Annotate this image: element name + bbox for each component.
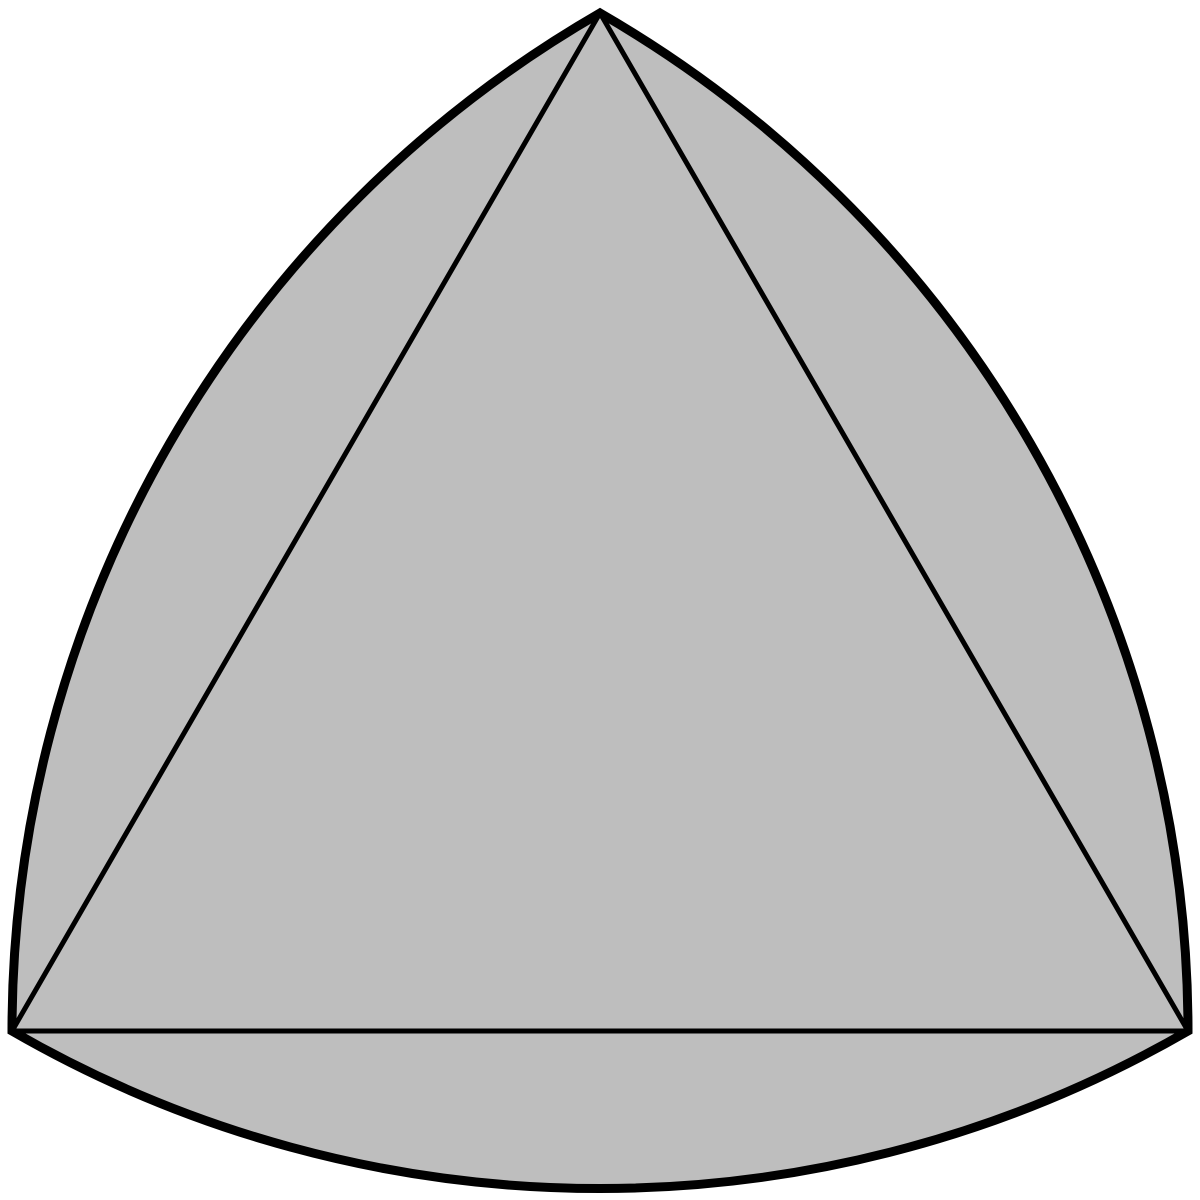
reuleaux-triangle bbox=[7, 7, 1193, 1194]
inscribed-equilateral-triangle bbox=[7, 8, 1193, 1034]
